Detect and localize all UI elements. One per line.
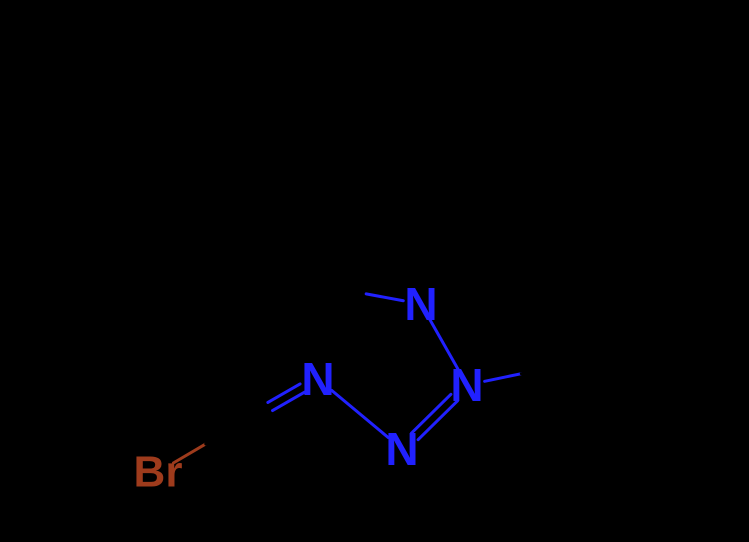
molecule-diagram: BrNNNN bbox=[0, 0, 749, 542]
atom-label-br: Br bbox=[134, 448, 183, 497]
atom-label-n: N bbox=[450, 359, 483, 411]
atom-label-n: N bbox=[404, 278, 437, 330]
canvas-background bbox=[0, 0, 749, 542]
atom-label-n: N bbox=[301, 353, 334, 405]
atom-label-n: N bbox=[385, 423, 418, 475]
